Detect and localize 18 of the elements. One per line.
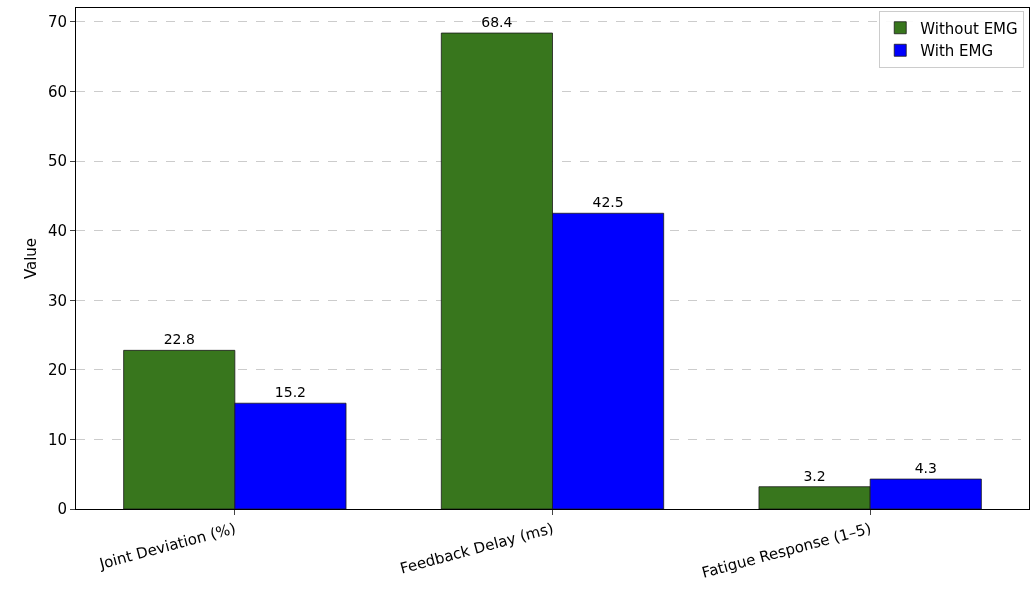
x-tick-label: Fatigue Response (1–5) (699, 519, 874, 582)
y-tick-label: 50 (47, 152, 67, 171)
y-axis-title: Value (22, 237, 40, 280)
data-label: 15.2 (274, 384, 307, 401)
data-label: 42.5 (592, 194, 624, 211)
data-label: 3.2 (803, 467, 826, 484)
y-tick-label: 70 (47, 13, 67, 32)
y-tick-label: 20 (47, 361, 67, 380)
y-tick-label: 60 (47, 82, 67, 101)
y-tick-label: 10 (47, 430, 67, 449)
y-tick-label: 40 (47, 221, 67, 240)
y-tick-label: 0 (57, 500, 67, 519)
data-label: 68.4 (481, 14, 513, 31)
data-label: 4.3 (914, 460, 937, 477)
legend-label: Without EMG (920, 19, 1018, 38)
legend-label: With EMG (920, 42, 994, 61)
y-tick-label: 30 (47, 291, 67, 310)
data-label: 22.8 (163, 331, 195, 348)
